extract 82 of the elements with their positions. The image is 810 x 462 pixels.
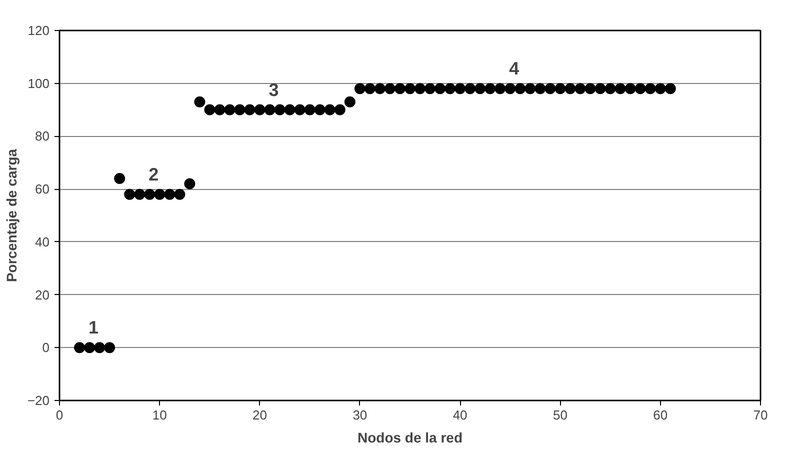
point xyxy=(414,83,426,94)
point xyxy=(564,83,576,94)
annotation: 2 xyxy=(148,164,159,184)
point xyxy=(584,83,596,94)
point xyxy=(494,83,506,94)
point xyxy=(634,83,646,94)
point xyxy=(604,83,616,94)
x-axis-title: Nodos de la red xyxy=(357,430,463,446)
point xyxy=(244,104,256,116)
point xyxy=(474,83,486,94)
point xyxy=(614,83,626,94)
point xyxy=(264,104,276,116)
point xyxy=(484,83,496,94)
y-tick-label: −20 xyxy=(27,393,50,408)
annotation: 1 xyxy=(88,318,99,338)
point xyxy=(84,342,96,354)
point xyxy=(214,104,226,116)
annotation: 3 xyxy=(268,80,279,100)
point xyxy=(654,83,666,94)
point xyxy=(354,83,366,94)
x-tick-label: 10 xyxy=(152,408,167,422)
point xyxy=(514,83,526,94)
point xyxy=(534,83,546,94)
y-tick-label: 20 xyxy=(35,287,50,302)
point xyxy=(124,188,136,200)
y-tick-label: 60 xyxy=(35,182,50,197)
point xyxy=(154,188,166,200)
point xyxy=(524,83,536,94)
point xyxy=(254,104,266,116)
point xyxy=(104,342,116,354)
point xyxy=(364,83,376,94)
point xyxy=(134,188,146,200)
point xyxy=(334,104,346,116)
point xyxy=(234,104,246,116)
point xyxy=(644,83,656,94)
point xyxy=(324,104,336,116)
point xyxy=(434,83,446,94)
point xyxy=(464,83,476,94)
point xyxy=(384,83,396,94)
point xyxy=(294,104,306,116)
point xyxy=(314,104,326,116)
point xyxy=(284,104,296,116)
point xyxy=(394,83,406,94)
point xyxy=(304,104,316,116)
x-tick-label: 20 xyxy=(252,408,268,422)
point xyxy=(344,96,356,108)
point xyxy=(274,104,286,116)
point xyxy=(144,188,156,200)
x-tick-label: 60 xyxy=(653,408,668,422)
point xyxy=(164,188,176,200)
annotation: 4 xyxy=(509,58,520,79)
point xyxy=(454,83,466,94)
y-tick-label: 40 xyxy=(35,234,50,250)
point xyxy=(444,83,456,94)
x-tick-label: 0 xyxy=(56,408,64,422)
point xyxy=(594,83,606,94)
point xyxy=(554,83,566,94)
point xyxy=(574,83,586,94)
point xyxy=(664,83,676,94)
point xyxy=(204,104,216,116)
point xyxy=(544,83,556,94)
point xyxy=(224,104,236,116)
point xyxy=(184,178,196,190)
y-tick-label: 100 xyxy=(28,76,50,91)
point xyxy=(624,83,636,94)
x-tick-label: 40 xyxy=(452,408,468,422)
point xyxy=(424,83,436,94)
y-tick-label: 80 xyxy=(35,128,50,144)
point xyxy=(74,342,86,354)
point xyxy=(194,96,206,108)
x-tick-label: 70 xyxy=(753,408,768,422)
point xyxy=(504,83,516,94)
y-axis-title: Porcentaje de carga xyxy=(3,148,20,282)
x-tick-label: 30 xyxy=(352,408,368,422)
point xyxy=(174,188,186,200)
y-tick-label: 120 xyxy=(28,23,50,38)
point xyxy=(114,173,126,184)
y-tick-label: 0 xyxy=(42,340,50,356)
x-tick-label: 50 xyxy=(552,408,568,422)
point xyxy=(94,342,106,354)
point xyxy=(404,83,416,94)
point xyxy=(374,83,386,94)
